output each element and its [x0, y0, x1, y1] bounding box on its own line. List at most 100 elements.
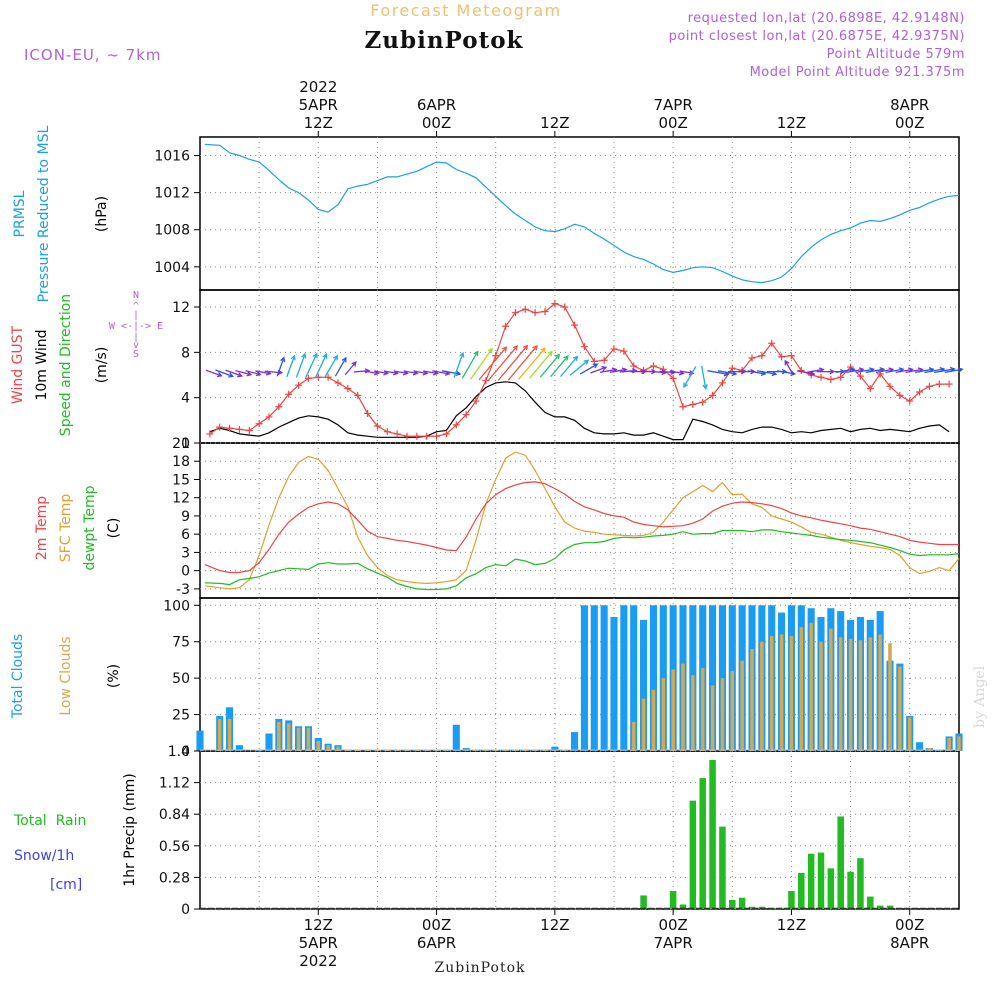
- low-cloud-bar: [336, 746, 340, 751]
- model-label: ICON-EU, ~ 7km: [24, 46, 162, 64]
- temp2m-label: 2m Temp: [34, 496, 50, 560]
- low-cloud-bar: [868, 637, 873, 751]
- wind-arrow-shaft: [441, 370, 461, 375]
- top-time-label: 12Z: [304, 114, 333, 132]
- total-cloud-bar: [659, 605, 667, 751]
- total-rain-label: Total Rain: [13, 813, 86, 829]
- wind-arrow-head: [683, 382, 689, 389]
- gust-marker: [295, 381, 303, 389]
- y-tick-label: 50: [172, 671, 190, 687]
- gust-marker: [304, 374, 312, 382]
- wind-arrow-head: [333, 354, 338, 361]
- bottom-time-label: 00Z: [422, 916, 451, 934]
- low-cloud-bar: [227, 718, 232, 751]
- wind-arrow-shaft: [461, 351, 479, 379]
- y-tick-label: 6: [181, 527, 190, 543]
- y-tick-label: 1004: [154, 260, 190, 276]
- low-cloud-bar: [740, 660, 744, 751]
- compass-n: N: [133, 290, 139, 301]
- wind-arrow-head: [572, 355, 579, 362]
- gust-marker: [531, 309, 539, 317]
- total-cloud-bar: [580, 605, 588, 751]
- point-altitude: Point Altitude 579m: [827, 47, 965, 62]
- gust-marker: [689, 400, 697, 408]
- wind-arrow-shaft: [245, 369, 261, 376]
- svg-text:|: |: [133, 310, 139, 321]
- svg-text:^: ^: [133, 301, 139, 312]
- temperature-y-axis: -3 0 3 6 9 12 15 18 21: [172, 436, 959, 598]
- precip-axis-title: 1hr Precip (mm) Total Rain Snow/1h [cm]: [13, 773, 138, 893]
- low-cloud-bar: [947, 737, 951, 751]
- wind-arrow-head: [351, 361, 357, 367]
- ms-label: (m/s): [94, 347, 110, 384]
- wind-arrow-shaft: [488, 345, 518, 381]
- wind-arrow-shaft: [225, 369, 242, 377]
- gust-marker: [255, 420, 263, 428]
- gust-marker: [373, 422, 381, 430]
- credit-watermark: by Angel: [972, 665, 988, 728]
- low-cloud-bar: [888, 643, 892, 751]
- wind-arrow-head: [364, 368, 371, 374]
- low-cloud-bar: [671, 669, 675, 751]
- low-cloud-bar: [799, 627, 804, 751]
- gust-marker: [906, 397, 914, 405]
- total-cloud-bar: [551, 746, 559, 751]
- svg-text:|: |: [133, 332, 139, 343]
- top-time-label: 12Z: [777, 114, 806, 132]
- wind-arrow-shaft: [344, 361, 357, 376]
- total-clouds-label: Total Clouds: [10, 634, 26, 719]
- cloud-bars: [196, 605, 963, 751]
- low-cloud-bar: [641, 698, 646, 751]
- total-cloud-bar: [196, 730, 204, 751]
- low-cloud-bar: [217, 718, 222, 751]
- gust-marker: [334, 379, 342, 387]
- gust-marker: [649, 362, 657, 370]
- panel-clouds: [199, 597, 960, 752]
- low-cloud-bar: [809, 622, 813, 751]
- wind-arrow-head: [601, 366, 608, 372]
- hpa-label: (hPa): [94, 196, 110, 232]
- gust-series: [206, 300, 953, 440]
- gust-marker: [856, 372, 864, 380]
- low-cloud-bar: [631, 721, 636, 751]
- low-cloud-bar: [720, 678, 725, 751]
- bottom-time-label: 8APR: [890, 934, 929, 952]
- total-cloud-bar: [718, 605, 726, 751]
- low-cloud-bar: [838, 637, 843, 751]
- wind-arrow-head: [341, 356, 347, 363]
- y-tick-label: 1008: [154, 223, 190, 239]
- wind-arrow-head: [957, 367, 964, 373]
- wind-arrow-shaft: [497, 345, 528, 381]
- low-cloud-bar: [957, 736, 961, 751]
- wind-arrows: [205, 344, 964, 390]
- temp2m-series: [204, 481, 959, 574]
- wind-arrow-shaft: [205, 369, 222, 377]
- total-cloud-bar: [235, 745, 243, 751]
- y-tick-label: 1012: [154, 186, 190, 202]
- low-cloud-bar: [907, 717, 912, 751]
- dewpt-temp-label: dewpt Temp: [82, 485, 98, 570]
- gust-marker: [383, 428, 391, 436]
- precip-y-axis: 0 0.28 0.56 0.84 1.12 1.4: [159, 744, 959, 918]
- wind-arrow-head: [459, 351, 465, 358]
- y-tick-label: 4: [181, 391, 190, 407]
- wind-arrow-shaft: [470, 348, 493, 380]
- wind-arrow-shaft: [590, 366, 607, 374]
- gust-marker: [896, 391, 904, 399]
- closest-coords: point closest lon,lat (20.6875E, 42.9375…: [669, 29, 965, 44]
- panel-wind: [199, 289, 960, 444]
- wind-arrow-shaft: [276, 357, 285, 377]
- wind-arrow-shaft: [914, 368, 934, 374]
- prmsl-label: PRMSL: [12, 190, 28, 237]
- total-cloud-bar: [620, 605, 628, 751]
- gust-marker: [206, 430, 214, 438]
- wind-arrow-shaft: [518, 347, 546, 380]
- gust-marker: [235, 425, 243, 433]
- total-cloud-bar: [640, 619, 648, 751]
- svg-text:v: v: [133, 340, 139, 351]
- total-cloud-bar: [630, 605, 638, 751]
- bottom-time-label: 12Z: [540, 916, 569, 934]
- wind-arrow-head: [688, 370, 695, 376]
- gust-marker: [413, 432, 421, 440]
- gust-marker: [216, 423, 224, 431]
